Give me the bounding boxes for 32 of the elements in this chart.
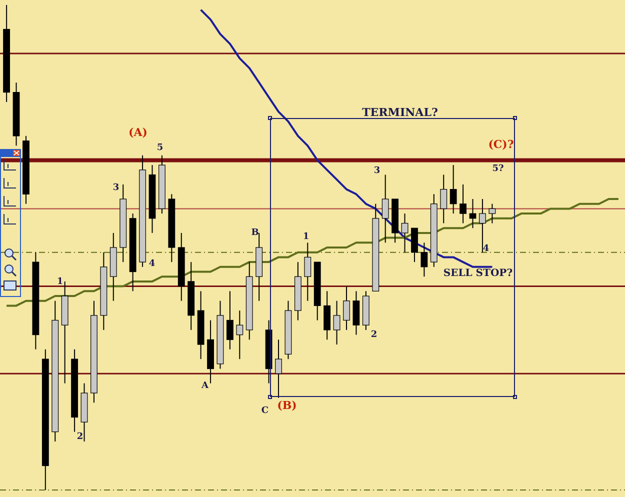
annotation: 2 (370, 330, 378, 340)
candlestick (401, 213, 408, 253)
candlestick (469, 198, 476, 229)
annotation: 1 (56, 277, 64, 287)
candlestick (420, 242, 428, 278)
candlestick (382, 174, 389, 244)
candlestick (236, 310, 244, 360)
annotation: A (200, 381, 210, 391)
annotation: C (261, 406, 269, 416)
candlestick (304, 242, 312, 302)
annotation: 5? (492, 164, 504, 174)
candlestick (440, 174, 448, 224)
annotation: 3 (112, 183, 120, 193)
annotation: SELL STOP? (443, 268, 513, 279)
annotation: 4 (148, 259, 156, 269)
annotation: TERMINAL? (362, 106, 438, 119)
annotation: 2 (76, 432, 84, 442)
candlestick (450, 164, 457, 214)
candlestick (226, 290, 234, 350)
annotation: 5 (156, 143, 164, 153)
annotation: 4 (482, 244, 490, 254)
candlestick (343, 286, 350, 330)
annotation: 1 (302, 232, 310, 242)
annotation: (A) (128, 126, 148, 139)
candlestick (460, 184, 466, 224)
annotation: (C)? (488, 138, 514, 151)
annotation: (B) (277, 399, 297, 412)
candlestick (488, 203, 496, 224)
annotation: 3 (374, 166, 380, 176)
annotation: B (251, 228, 260, 238)
candlestick (275, 339, 282, 398)
candlestick (333, 300, 340, 345)
